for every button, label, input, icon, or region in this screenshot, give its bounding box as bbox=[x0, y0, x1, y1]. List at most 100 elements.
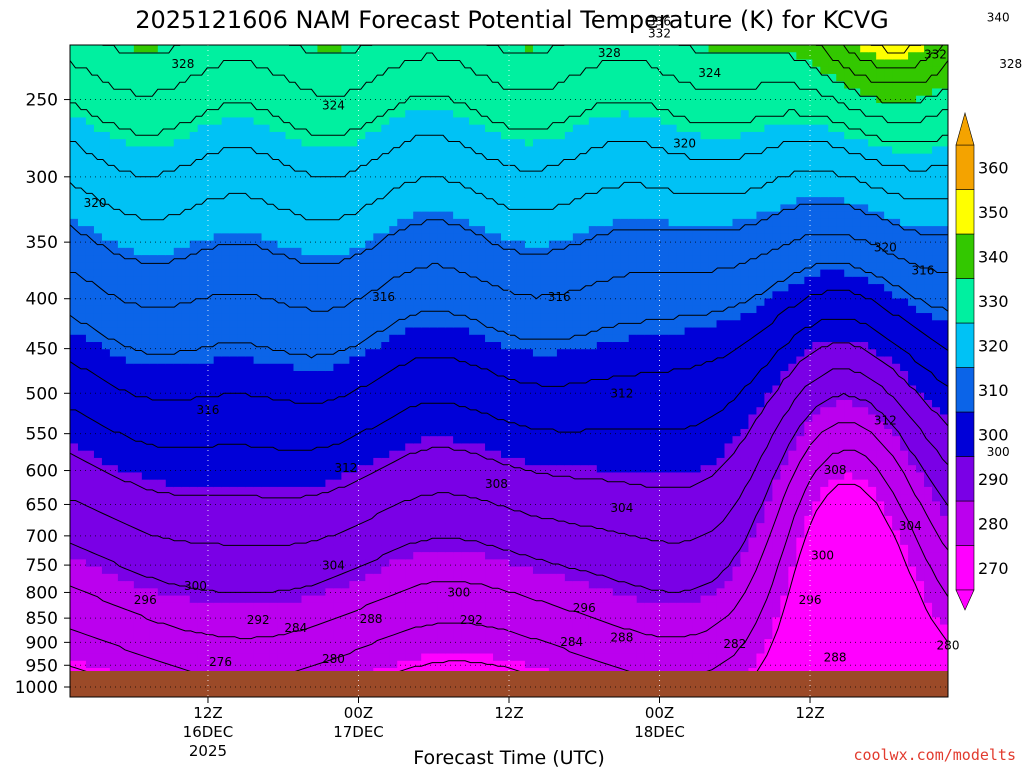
field-cell bbox=[389, 407, 398, 416]
field-cell bbox=[125, 153, 135, 162]
field-cell bbox=[293, 182, 303, 191]
field-cell bbox=[141, 342, 151, 350]
field-cell bbox=[341, 66, 350, 75]
field-cell bbox=[101, 313, 111, 321]
field-cell bbox=[269, 371, 279, 379]
field-cell bbox=[245, 523, 255, 531]
field-cell bbox=[453, 530, 462, 539]
field-cell bbox=[317, 530, 327, 539]
field-cell bbox=[213, 617, 223, 626]
field-cell bbox=[141, 552, 151, 560]
field-cell bbox=[293, 298, 303, 307]
field-cell bbox=[333, 450, 342, 459]
field-cell bbox=[317, 284, 327, 292]
field-cell bbox=[509, 211, 518, 220]
field-cell bbox=[493, 175, 502, 184]
field-cell bbox=[445, 95, 454, 104]
field-cell bbox=[245, 45, 255, 53]
field-cell bbox=[373, 595, 382, 604]
field-cell bbox=[469, 385, 478, 394]
field-cell bbox=[309, 624, 319, 633]
field-cell bbox=[213, 508, 223, 517]
field-cell bbox=[373, 646, 382, 655]
field-cell bbox=[349, 153, 358, 162]
field-cell bbox=[85, 639, 95, 647]
field-cell bbox=[205, 559, 215, 568]
field-cell bbox=[269, 653, 279, 662]
field-cell bbox=[117, 73, 127, 82]
field-cell bbox=[485, 168, 494, 176]
field-cell bbox=[109, 247, 119, 256]
field-cell bbox=[70, 421, 79, 430]
field-cell bbox=[325, 45, 334, 53]
field-cell bbox=[461, 414, 470, 423]
field-cell bbox=[197, 269, 207, 278]
field-cell bbox=[101, 385, 111, 394]
field-cell bbox=[293, 660, 303, 669]
field-cell bbox=[365, 523, 374, 531]
field-cell bbox=[373, 276, 382, 285]
field-cell bbox=[285, 559, 295, 568]
field-cell bbox=[349, 233, 358, 242]
field-cell bbox=[229, 334, 239, 343]
field-cell bbox=[389, 624, 398, 633]
field-cell bbox=[501, 110, 510, 119]
field-cell bbox=[445, 139, 454, 148]
field-cell bbox=[493, 523, 502, 531]
field-cell bbox=[389, 559, 398, 568]
field-cell bbox=[85, 508, 95, 517]
field-cell bbox=[229, 349, 239, 358]
field-cell bbox=[309, 313, 319, 321]
field-cell bbox=[397, 320, 406, 329]
field-cell bbox=[373, 414, 382, 423]
field-cell bbox=[421, 218, 430, 227]
field-cell bbox=[253, 168, 263, 176]
field-cell bbox=[149, 501, 159, 510]
field-cell bbox=[453, 342, 462, 350]
field-cell bbox=[189, 168, 199, 176]
field-cell bbox=[173, 595, 183, 604]
field-cell bbox=[70, 284, 79, 292]
field-cell bbox=[317, 349, 327, 358]
field-cell bbox=[437, 407, 446, 416]
field-cell bbox=[381, 211, 390, 220]
field-cell bbox=[381, 247, 390, 256]
field-cell bbox=[333, 465, 342, 474]
field-cell bbox=[301, 494, 311, 502]
field-cell bbox=[197, 131, 207, 140]
field-cell bbox=[269, 334, 279, 343]
field-cell bbox=[245, 262, 255, 271]
field-cell bbox=[333, 240, 342, 249]
field-cell bbox=[413, 624, 422, 633]
field-cell bbox=[133, 88, 143, 97]
field-cell bbox=[421, 530, 430, 539]
field-cell bbox=[85, 168, 95, 176]
field-cell bbox=[309, 102, 319, 111]
field-cell bbox=[429, 399, 438, 408]
field-cell bbox=[149, 515, 159, 524]
field-cell bbox=[461, 465, 470, 474]
field-cell bbox=[397, 240, 406, 249]
field-cell bbox=[253, 160, 263, 169]
field-cell bbox=[101, 559, 111, 568]
field-cell bbox=[77, 291, 87, 300]
field-cell bbox=[237, 95, 247, 104]
field-cell bbox=[173, 653, 183, 662]
field-cell bbox=[157, 124, 167, 133]
field-cell bbox=[181, 320, 191, 329]
field-cell bbox=[269, 204, 279, 213]
field-cell bbox=[141, 146, 151, 155]
field-cell bbox=[253, 378, 263, 387]
field-cell bbox=[277, 146, 287, 155]
field-cell bbox=[285, 298, 295, 307]
field-cell bbox=[269, 407, 279, 416]
field-cell bbox=[413, 291, 422, 300]
field-cell bbox=[101, 168, 111, 176]
field-cell bbox=[429, 559, 438, 568]
field-cell bbox=[421, 653, 430, 662]
field-cell bbox=[477, 240, 486, 249]
field-cell bbox=[253, 414, 263, 423]
field-cell bbox=[309, 291, 319, 300]
field-cell bbox=[237, 399, 247, 408]
field-cell bbox=[365, 407, 374, 416]
